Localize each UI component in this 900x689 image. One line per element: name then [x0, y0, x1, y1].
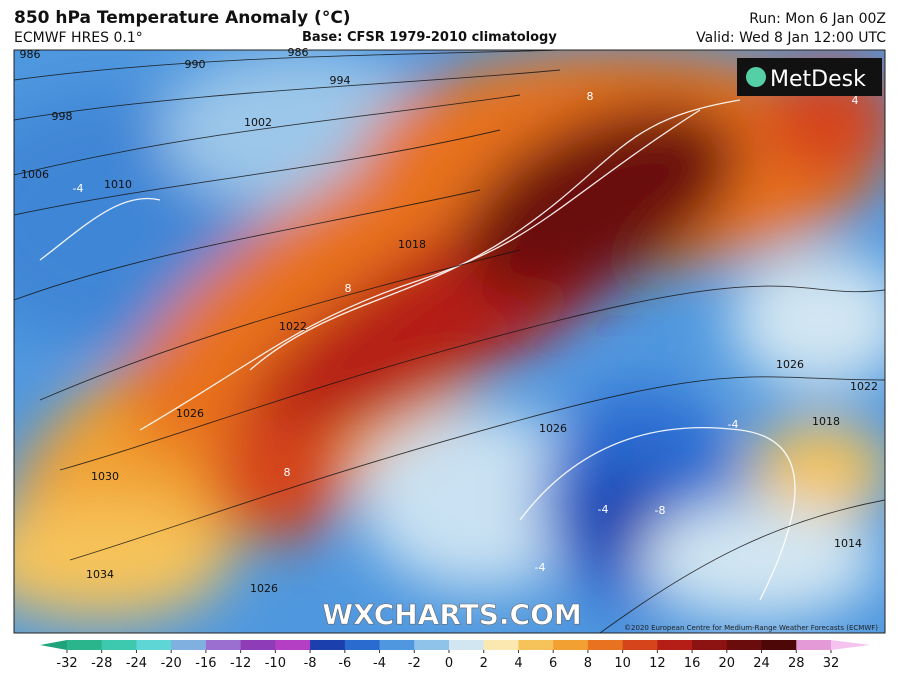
isobar-label: 1026: [250, 582, 278, 595]
colorbar-label: 32: [823, 656, 840, 671]
colorbar-segment: [344, 640, 381, 650]
colorbar-segment: [761, 640, 797, 650]
colorbar-segment: [692, 640, 728, 650]
colorbar-label: -20: [161, 656, 182, 671]
copyright: ©2020 European Centre for Medium-Range W…: [624, 624, 878, 632]
colorbar-segment: [587, 640, 624, 650]
colorbar-segment: [136, 640, 172, 650]
anomaly-label: -4: [728, 418, 739, 431]
colorbar-segment: [275, 640, 311, 650]
colorbar-label: 2: [480, 656, 488, 671]
colorbar-segment: [726, 640, 763, 650]
colorbar-label: -4: [373, 656, 386, 671]
colorbar-label: -28: [91, 656, 112, 671]
watermark: WXCHARTS.COM: [322, 598, 582, 631]
colorbar-label: 8: [584, 656, 592, 671]
colorbar-segment: [414, 640, 450, 650]
colorbar-segment: [101, 640, 137, 650]
colorbar-end: [40, 640, 67, 650]
anomaly-label: 8: [587, 90, 594, 103]
colorbar-segment: [205, 640, 242, 650]
colorbar-label: 20: [719, 656, 736, 671]
colorbar-label: 4: [514, 656, 522, 671]
isobar-label: 1026: [776, 358, 804, 371]
colorbar-label: -32: [56, 656, 77, 671]
isobar-label: 1026: [176, 407, 204, 420]
colorbar-label: -24: [126, 656, 147, 671]
anomaly-label: -4: [73, 182, 84, 195]
colorbar-label: 24: [753, 656, 770, 671]
isobar-label: 1006: [21, 168, 49, 181]
model: ECMWF HRES 0.1°: [14, 30, 143, 46]
colorbar-segment: [796, 640, 832, 650]
colorbar-label: -16: [195, 656, 216, 671]
anomaly-label: 4: [852, 94, 859, 107]
isobar-label: 998: [52, 110, 73, 123]
colorbar-label: 0: [445, 656, 453, 671]
colorbar-label: -12: [230, 656, 251, 671]
isobar-label: 1010: [104, 178, 132, 191]
colorbar-segment: [449, 640, 485, 650]
isobar-label: 1022: [279, 320, 307, 333]
isobar-label: 1026: [539, 422, 567, 435]
anomaly-label: -4: [598, 503, 609, 516]
colorbar: -32 -28 -24 -20 -16 -12 -10 -8 -6 -4 -2 0 2 4 6 8 10 12 16…: [40, 640, 870, 671]
colorbar-label: 6: [549, 656, 557, 671]
colorbar-label: 10: [614, 656, 631, 671]
isobar-label: 1018: [812, 415, 840, 428]
isobar-label: 1022: [850, 380, 878, 393]
logo: MetDesk: [770, 67, 866, 92]
isobar-label: 1030: [91, 470, 119, 483]
colorbar-end: [831, 640, 870, 650]
colorbar-segment: [379, 640, 415, 650]
colorbar-label: -8: [304, 656, 317, 671]
valid: Valid: Wed 8 Jan 12:00 UTC: [696, 30, 886, 46]
colorbar-segment: [67, 640, 103, 650]
colorbar-segment: [657, 640, 693, 650]
colorbar-segment: [171, 640, 207, 650]
anomaly-label: 8: [284, 466, 291, 479]
colorbar-segment: [622, 640, 658, 650]
isobar-label: 1002: [244, 116, 272, 129]
isobar-label: 994: [330, 74, 351, 87]
colorbar-segment: [518, 640, 554, 650]
isobar-label: 1018: [398, 238, 426, 251]
colorbar-segment: [310, 640, 346, 650]
colorbar-segment: [553, 640, 589, 650]
colorbar-label: 16: [684, 656, 701, 671]
base: Base: CFSR 1979-2010 climatology: [302, 30, 557, 45]
colorbar-label: 28: [788, 656, 805, 671]
colorbar-label: 12: [649, 656, 666, 671]
isobar-label: 1014: [834, 537, 862, 550]
colorbar-segment: [483, 640, 519, 650]
colorbar-segment: [240, 640, 276, 650]
isobar-label: 986: [288, 46, 309, 59]
anomaly-label: -4: [535, 561, 546, 574]
run: Run: Mon 6 Jan 00Z: [749, 11, 886, 27]
colorbar-label: -2: [408, 656, 421, 671]
isobar-label: 990: [185, 58, 206, 71]
isobar-label: 1034: [86, 568, 114, 581]
anomaly-label: -8: [655, 504, 666, 517]
anomaly-label: 8: [345, 282, 352, 295]
title: 850 hPa Temperature Anomaly (°C): [14, 8, 351, 28]
isobar-label: 986: [20, 48, 41, 61]
colorbar-label: -10: [265, 656, 286, 671]
colorbar-label: -6: [338, 656, 351, 671]
